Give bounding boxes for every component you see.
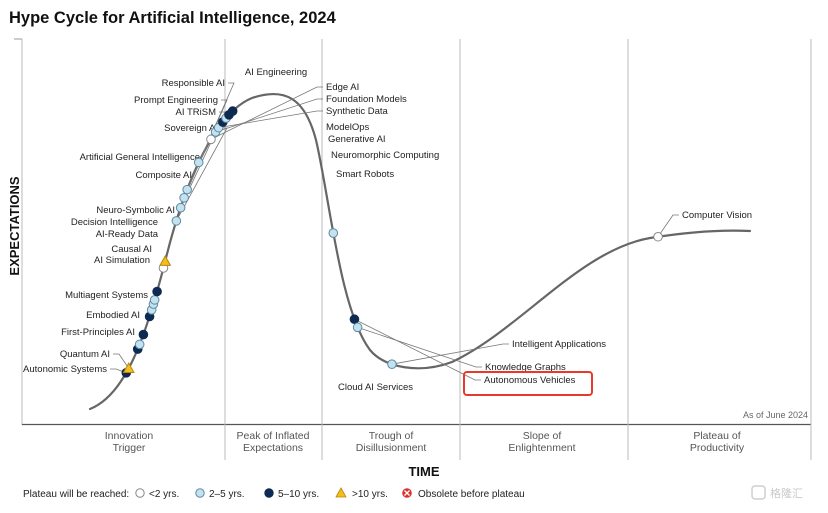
label-cloud-ai-services: Cloud AI Services bbox=[338, 382, 413, 393]
phase-labels: Innovation Trigger Peak of Inflated Expe… bbox=[105, 430, 745, 454]
marker-autonomous-vehicles bbox=[349, 314, 360, 325]
hype-curve bbox=[88, 92, 752, 411]
phase-label: Productivity bbox=[690, 442, 745, 454]
leader-computer-vision bbox=[657, 214, 679, 237]
leader-autonomous-vehicles bbox=[354, 318, 481, 381]
marker-responsible-ai bbox=[182, 184, 192, 195]
label-computer-vision: Computer Vision bbox=[682, 210, 752, 221]
watermark-logo-icon bbox=[751, 485, 766, 500]
marker-cloud-ai-services bbox=[328, 228, 339, 238]
legend-lt2-marker bbox=[135, 488, 145, 498]
legend-5to10-label: 5–10 yrs. bbox=[278, 489, 319, 500]
leader-responsible-ai bbox=[186, 82, 235, 190]
label-artificial-general-intelligence: Artificial General Intelligence bbox=[80, 152, 200, 163]
leader-knowledge-graphs bbox=[357, 326, 482, 368]
label-foundation-models: Foundation Models bbox=[326, 94, 407, 105]
marker-ai-engineering bbox=[193, 157, 204, 168]
phase-dividers bbox=[224, 39, 812, 460]
marker-smart-robots bbox=[227, 106, 238, 116]
legend-gt10-label: >10 yrs. bbox=[352, 489, 388, 500]
leader-foundation-models bbox=[215, 98, 323, 133]
highlight-box bbox=[463, 371, 593, 396]
leader-intelligent-applications bbox=[391, 343, 509, 365]
technology-labels: Autonomic Systems Quantum AI First-Princip… bbox=[23, 67, 752, 393]
legend-lt2-label: <2 yrs. bbox=[149, 489, 179, 500]
watermark-text: 格隆汇 bbox=[770, 486, 803, 500]
as-of-note: As of June 2024 bbox=[743, 410, 808, 420]
phase-label: Innovation bbox=[105, 430, 154, 442]
x-axis-label: TIME bbox=[408, 464, 439, 479]
label-smart-robots: Smart Robots bbox=[336, 169, 394, 180]
label-embodied-ai: Embodied AI bbox=[86, 310, 140, 321]
y-axis-label: EXPECTATIONS bbox=[7, 176, 22, 276]
phase-label: Trough of bbox=[369, 430, 414, 442]
marker-sovereign-ai bbox=[171, 216, 182, 226]
marker-quantum-ai bbox=[122, 362, 135, 373]
label-responsible-ai: Responsible AI bbox=[162, 78, 225, 89]
phase-label: Trigger bbox=[113, 442, 146, 454]
legend: Plateau will be reached: <2 yrs. 2–5 yrs… bbox=[23, 487, 525, 500]
label-quantum-ai: Quantum AI bbox=[60, 349, 110, 360]
marker-intelligent-applications bbox=[387, 359, 397, 369]
marker-ai-trism bbox=[175, 202, 186, 213]
marker-decision-intelligence bbox=[149, 295, 160, 305]
label-ai-trism: AI TRiSM bbox=[176, 107, 217, 118]
label-ai-simulation: AI Simulation bbox=[94, 255, 150, 266]
legend-obsolete-marker bbox=[402, 488, 412, 498]
legend-2to5-marker bbox=[195, 488, 205, 498]
label-modelops: ModelOps bbox=[326, 122, 370, 133]
label-decision-intelligence: Decision Intelligence bbox=[71, 217, 158, 228]
marker-computer-vision bbox=[653, 231, 663, 242]
marker-neuro-symbolic-ai bbox=[152, 286, 162, 297]
phase-label: Peak of Inflated bbox=[237, 430, 310, 442]
label-composite-ai: Composite AI bbox=[136, 170, 193, 181]
phase-label: Disillusionment bbox=[356, 442, 427, 454]
phase-label: Enlightenment bbox=[508, 442, 575, 454]
marker-embodied-ai bbox=[134, 339, 145, 350]
legend-2to5-label: 2–5 yrs. bbox=[209, 489, 245, 500]
legend-gt10-marker bbox=[335, 487, 347, 498]
legend-5to10-marker bbox=[264, 488, 274, 498]
label-autonomous-vehicles: Autonomous Vehicles bbox=[484, 375, 576, 386]
marker-knowledge-graphs bbox=[352, 322, 363, 333]
legend-title: Plateau will be reached: bbox=[23, 489, 129, 500]
watermark: 格隆汇 bbox=[751, 485, 803, 500]
label-sovereign-ai: Sovereign AI bbox=[164, 123, 218, 134]
label-knowledge-graphs: Knowledge Graphs bbox=[485, 362, 566, 373]
legend-obsolete-label: Obsolete before plateau bbox=[418, 489, 525, 500]
phase-label: Expectations bbox=[243, 442, 303, 454]
marker-edge-ai bbox=[206, 134, 216, 145]
label-ai-engineering: AI Engineering bbox=[245, 67, 307, 78]
leader-synthetic-data bbox=[218, 110, 323, 129]
label-prompt-engineering: Prompt Engineering bbox=[134, 95, 218, 106]
phase-label: Plateau of bbox=[693, 430, 740, 442]
label-neuromorphic-computing: Neuromorphic Computing bbox=[331, 150, 439, 161]
label-generative-ai: Generative AI bbox=[328, 134, 386, 145]
marker-artificial-general-intelligence bbox=[159, 254, 172, 266]
label-causal-ai: Causal AI bbox=[111, 244, 152, 255]
marker-prompt-engineering bbox=[179, 193, 189, 203]
label-autonomic-systems: Autonomic Systems bbox=[23, 364, 107, 375]
label-ai-ready-data: AI-Ready Data bbox=[96, 229, 159, 240]
marker-multiagent-systems bbox=[138, 329, 149, 340]
label-first-principles-ai: First-Principles AI bbox=[61, 327, 135, 338]
label-synthetic-data: Synthetic Data bbox=[326, 106, 388, 117]
label-neuro-symbolic-ai: Neuro-Symbolic AI bbox=[96, 205, 175, 216]
label-intelligent-applications: Intelligent Applications bbox=[512, 339, 606, 350]
label-edge-ai: Edge AI bbox=[326, 82, 359, 93]
label-multiagent-systems: Multiagent Systems bbox=[65, 290, 148, 301]
chart-title: Hype Cycle for Artificial Intelligence, … bbox=[9, 9, 337, 27]
technology-markers bbox=[121, 106, 663, 378]
phase-label: Slope of bbox=[523, 430, 562, 442]
leader-quantum-ai bbox=[113, 353, 130, 369]
